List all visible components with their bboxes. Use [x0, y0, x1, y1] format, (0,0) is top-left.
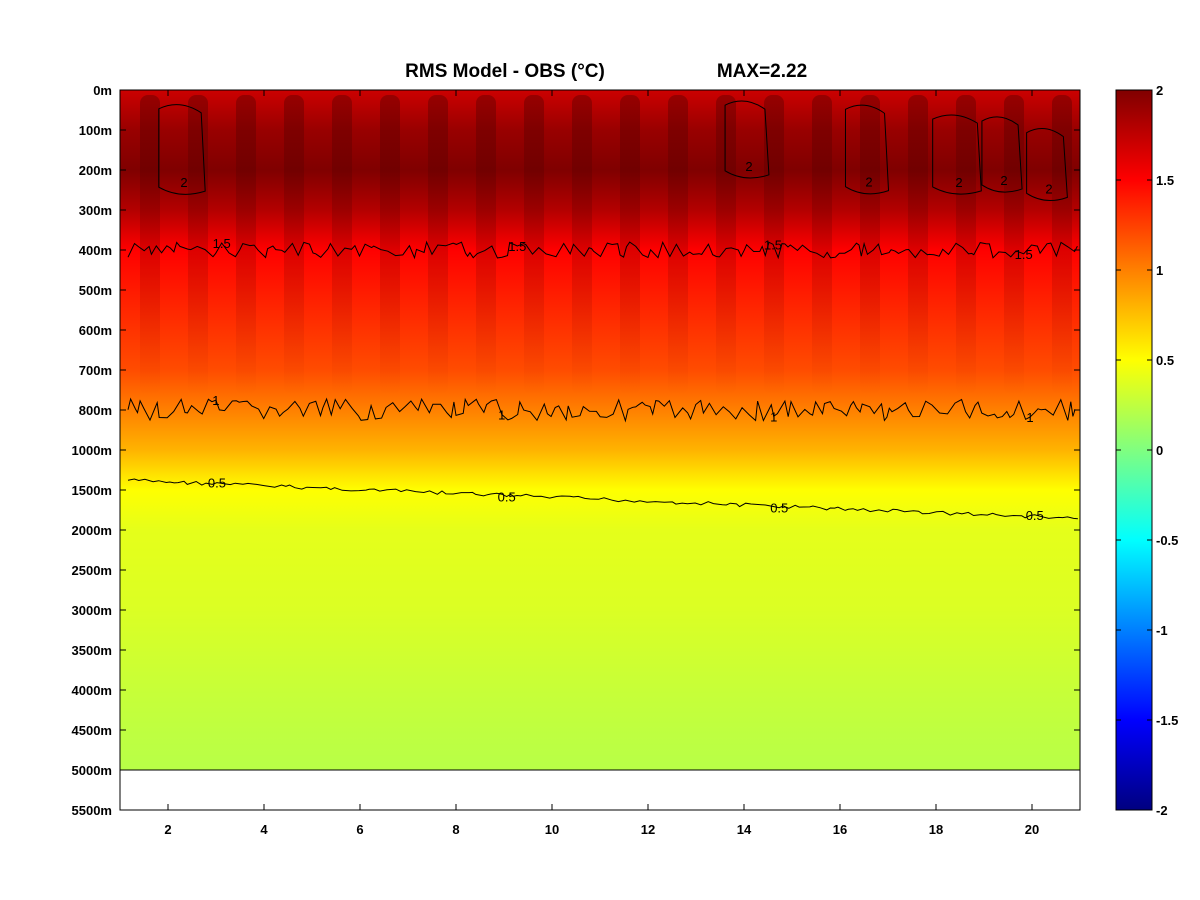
x-tick-label: 6 [356, 822, 363, 837]
contour-label: 2 [1000, 173, 1007, 188]
contour-line [127, 240, 1078, 260]
y-tick-label: 100m [79, 123, 112, 138]
y-tick-label: 2000m [72, 523, 112, 538]
colorbar-tick-label: 1 [1156, 263, 1163, 278]
contour-closed [158, 104, 206, 195]
chart-title: RMS Model - OBS (°C) [405, 61, 605, 82]
x-tick-label: 12 [641, 822, 655, 837]
max-annotation: MAX=2.22 [717, 61, 807, 82]
y-tick-label: 3000m [72, 603, 112, 618]
contour-closed [724, 100, 770, 179]
y-tick-label: 700m [79, 363, 112, 378]
heatmap-stripe [668, 95, 688, 395]
contour-closed [932, 114, 982, 195]
contour-label: 1 [770, 409, 777, 424]
y-tick-label: 400m [79, 243, 112, 258]
contour-closed [1026, 128, 1068, 202]
contour-label: 0.5 [498, 490, 516, 505]
colorbar-tick-label: -2 [1156, 803, 1168, 818]
y-tick-label: 600m [79, 323, 112, 338]
contour-label: 1.5 [764, 237, 782, 252]
colorbar-tick-label: 2 [1156, 83, 1163, 98]
colorbar-scale [1116, 90, 1152, 810]
colorbar-tick-label: -1.5 [1156, 713, 1178, 728]
y-tick-label: 4000m [72, 683, 112, 698]
heatmap-stripe [572, 95, 592, 395]
colorbar-ticks: 2 1.5 1 0.5 0 -0.5 -1 -1.5 -2 [1116, 83, 1178, 818]
heatmap-stripe [380, 95, 400, 395]
contour-label: 1.5 [508, 239, 526, 254]
x-tick-label: 2 [164, 822, 171, 837]
x-tick-label: 14 [737, 822, 752, 837]
contour-label: 1 [498, 408, 505, 423]
y-tick-label: 200m [79, 163, 112, 178]
y-axis: 0m 100m 200m 300m 400m 500m 600m 700m 800m 1000m 1… [72, 83, 1080, 818]
y-tick-label: 5000m [72, 763, 112, 778]
y-tick-label: 5500m [72, 803, 112, 818]
y-tick-label: 2500m [72, 563, 112, 578]
heatmap-stripe [956, 95, 976, 395]
contour-closed [844, 104, 890, 195]
y-tick-label: 800m [79, 403, 112, 418]
heatmap-stripe [812, 95, 832, 395]
contour-line [127, 478, 1078, 520]
colorbar-tick-label: 0 [1156, 443, 1163, 458]
y-tick-label: 1000m [72, 443, 112, 458]
contour-label: 2 [1045, 181, 1052, 196]
contour-label: 0.5 [770, 501, 788, 516]
x-tick-label: 4 [260, 822, 268, 837]
heatmap-stripe [1052, 95, 1072, 395]
contour-label: 0.5 [1026, 508, 1044, 523]
heatmap-stripe [1004, 95, 1024, 395]
y-tick-label: 1500m [72, 483, 112, 498]
contour-label: 1.5 [213, 236, 231, 251]
contour-line [127, 397, 1076, 423]
heatmap-stripe [476, 95, 496, 395]
x-tick-label: 20 [1025, 822, 1039, 837]
contour-label: 2 [180, 175, 187, 190]
contour-lines [127, 100, 1078, 520]
y-tick-label: 500m [79, 283, 112, 298]
heatmap-stripe [860, 95, 880, 395]
contour-labels: 0.5 0.5 0.5 0.5 1 1 1 1 1.5 1.5 1.5 1.5 2 2 2 2 2 2 [180, 159, 1052, 523]
heatmap-field [120, 90, 1080, 770]
heatmap-stripe [716, 95, 736, 395]
y-tick-label: 300m [79, 203, 112, 218]
x-tick-label: 16 [833, 822, 847, 837]
colorbar: 2 1.5 1 0.5 0 -0.5 -1 -1.5 -2 [1115, 83, 1178, 818]
heatmap-stripe [284, 95, 304, 395]
heatmap-stripes [140, 95, 1072, 395]
heatmap-stripe [188, 95, 208, 395]
contour-label: 2 [955, 175, 962, 190]
contour-label: 1 [1026, 410, 1033, 425]
contour-label: 1.5 [1015, 247, 1033, 262]
colorbar-tick-label: -0.5 [1156, 533, 1178, 548]
y-tick-label: 4500m [72, 723, 112, 738]
x-tick-label: 8 [452, 822, 459, 837]
contour-closed [981, 116, 1023, 193]
heatmap-stripe [620, 95, 640, 395]
x-axis: 2 4 6 8 10 12 14 16 18 20 [164, 90, 1039, 837]
contour-label: 2 [745, 159, 752, 174]
colorbar-tick-label: 0.5 [1156, 353, 1174, 368]
colorbar-tick-label: -1 [1156, 623, 1168, 638]
heatmap-stripe [524, 95, 544, 395]
x-tick-label: 18 [929, 822, 943, 837]
colorbar-tick-label: 1.5 [1156, 173, 1174, 188]
contour-label: 2 [865, 175, 872, 190]
heatmap-stripe [332, 95, 352, 395]
heatmap-stripe [908, 95, 928, 395]
y-tick-label: 3500m [72, 643, 112, 658]
x-tick-label: 10 [545, 822, 559, 837]
contour-label: 1 [212, 393, 219, 408]
contour-label: 0.5 [208, 476, 226, 491]
heatmap-stripe [140, 95, 160, 395]
y-tick-label: 0m [93, 83, 112, 98]
